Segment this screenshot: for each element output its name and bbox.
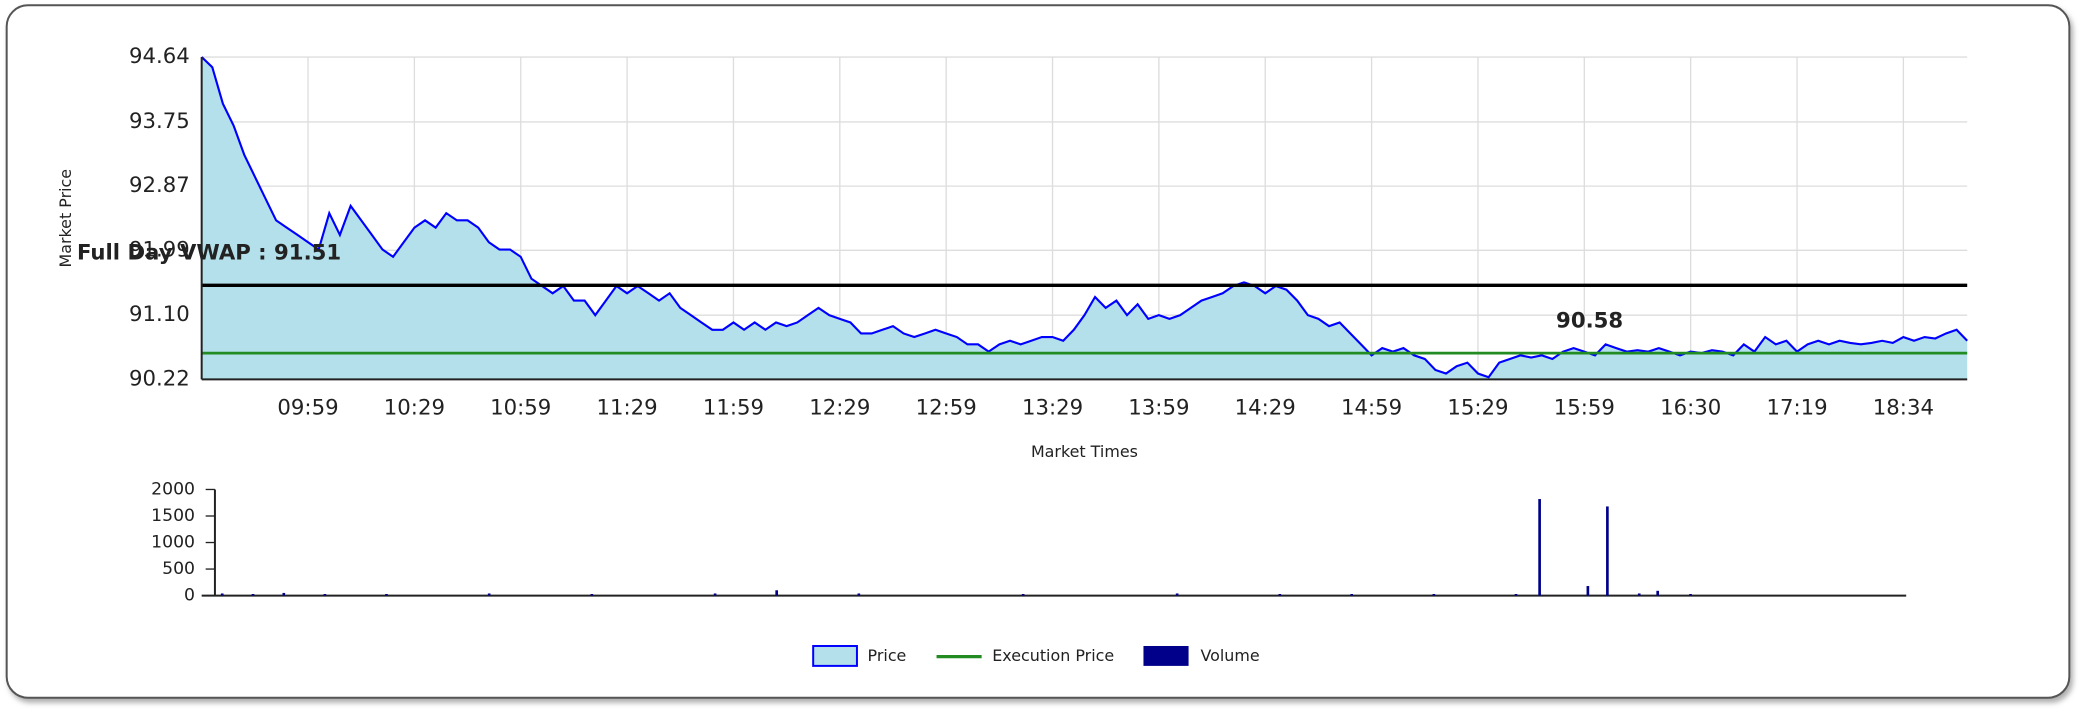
legend-swatch-volume bbox=[1143, 645, 1189, 666]
y-tick-label: 94.64 bbox=[129, 44, 190, 69]
legend-label: Execution Price bbox=[992, 646, 1114, 665]
y-tick-label: 1000 bbox=[151, 533, 195, 553]
volume-bar bbox=[1656, 590, 1660, 596]
volume-bar bbox=[487, 593, 491, 596]
y-tick-label: 91.10 bbox=[129, 302, 190, 327]
volume-bar bbox=[775, 590, 779, 596]
volume-bar bbox=[1432, 593, 1436, 596]
volume-bar bbox=[713, 593, 717, 596]
price-area bbox=[201, 57, 1968, 380]
volume-bar bbox=[1606, 506, 1609, 596]
x-tick-label: 14:29 bbox=[1235, 396, 1296, 421]
volume-bar bbox=[1538, 499, 1541, 596]
y-tick-label: 500 bbox=[162, 559, 195, 579]
x-tick-label: 15:59 bbox=[1554, 396, 1615, 421]
x-tick-label: 12:29 bbox=[809, 396, 870, 421]
price-chart: 90.22 91.10 91.99 92.87 93.75 94.64 09:59 10:29… bbox=[56, 44, 1968, 461]
y-tick-label: 0 bbox=[184, 586, 195, 606]
x-tick-label: 10:59 bbox=[490, 396, 551, 421]
volume-bar bbox=[1586, 586, 1590, 596]
volume-bar bbox=[1021, 593, 1025, 596]
volume-bar bbox=[590, 593, 594, 596]
volume-bar bbox=[1514, 593, 1518, 596]
x-tick-label: 12:59 bbox=[916, 396, 977, 421]
x-tick-label: 18:34 bbox=[1873, 396, 1934, 421]
x-tick-label: 17:19 bbox=[1766, 396, 1827, 421]
x-tick-label: 15:29 bbox=[1447, 396, 1508, 421]
y-tick-label: 93.75 bbox=[129, 109, 190, 134]
vwap-annotation: Full Day VWAP : 91.51 bbox=[77, 240, 341, 265]
y-tick-label: 91.99 bbox=[129, 237, 190, 262]
volume-bar bbox=[323, 593, 327, 596]
y-tick-label: 92.87 bbox=[129, 173, 190, 198]
x-tick-label: 13:59 bbox=[1128, 396, 1189, 421]
x-tick-label: 14:59 bbox=[1341, 396, 1402, 421]
legend-label: Volume bbox=[1201, 646, 1260, 665]
x-tick-label: 11:29 bbox=[597, 396, 658, 421]
volume-bar bbox=[1350, 593, 1354, 596]
x-tick-label: 11:59 bbox=[703, 396, 764, 421]
x-tick-label: 13:29 bbox=[1022, 396, 1083, 421]
legend: Price Execution Price Volume bbox=[812, 644, 1260, 667]
x-axis-label: Market Times bbox=[1031, 442, 1138, 461]
volume-bar bbox=[1278, 593, 1282, 596]
y-axis-label: Market Price bbox=[56, 169, 75, 268]
volume-bar bbox=[857, 593, 861, 596]
volume-bar bbox=[1175, 593, 1179, 596]
y-tick-label: 2000 bbox=[151, 479, 195, 499]
y-tick-label: 1500 bbox=[151, 506, 195, 526]
volume-bar bbox=[385, 593, 388, 596]
volume-chart: 0 500 1000 1500 2000 bbox=[151, 479, 1907, 606]
volume-bar bbox=[282, 592, 286, 596]
y-tick-label: 90.22 bbox=[129, 366, 190, 391]
x-tick-label: 16:30 bbox=[1660, 396, 1721, 421]
legend-label: Price bbox=[868, 646, 907, 665]
execution-annotation: 90.58 bbox=[1556, 308, 1623, 333]
volume-bar bbox=[1689, 593, 1692, 596]
legend-swatch-price bbox=[812, 644, 858, 667]
x-tick-label: 10:29 bbox=[384, 396, 445, 421]
volume-bar bbox=[1637, 593, 1641, 596]
volume-bar bbox=[251, 593, 255, 596]
x-tick-label: 09:59 bbox=[277, 396, 338, 421]
volume-bar bbox=[220, 593, 224, 596]
